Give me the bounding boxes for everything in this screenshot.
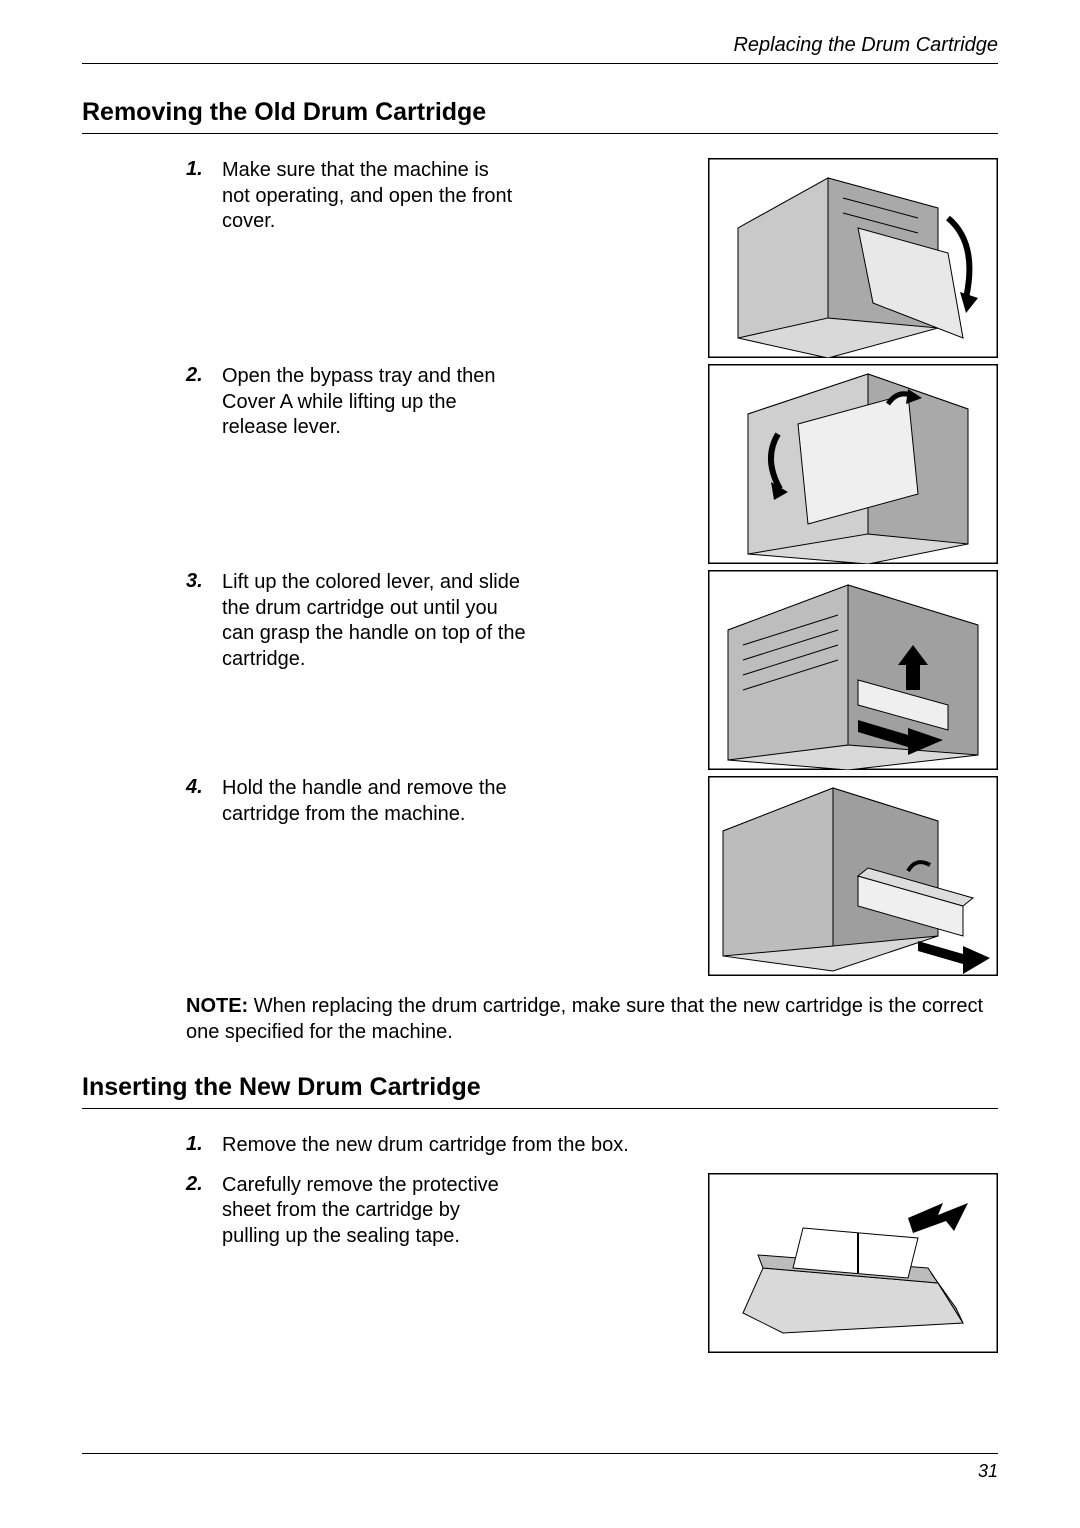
step-row: 1. Make sure that the machine is not ope… <box>186 158 998 358</box>
step-number: 1. <box>186 1133 212 1156</box>
step-text: Carefully remove the protective sheet fr… <box>222 1173 522 1250</box>
step-row: 4. Hold the handle and remove the cartri… <box>186 776 998 976</box>
note-block: NOTE: When replacing the drum cartridge,… <box>186 994 998 1045</box>
footer-rule <box>82 1453 998 1454</box>
step-row: 2. Open the bypass tray and then Cover A… <box>186 364 998 564</box>
note-label: NOTE: <box>186 995 248 1017</box>
step-number: 4. <box>186 776 212 799</box>
figure-5-remove-sheet <box>708 1173 998 1353</box>
section2-steps: 1. Remove the new drum cartridge from th… <box>82 1133 998 1353</box>
step-number: 3. <box>186 570 212 593</box>
figure-1-printer-open-front <box>708 158 998 358</box>
step-text: Lift up the colored lever, and slide the… <box>222 570 532 672</box>
step-row: 3. Lift up the colored lever, and slide … <box>186 570 998 770</box>
step-number: 2. <box>186 364 212 387</box>
section1-steps: 1. Make sure that the machine is not ope… <box>82 158 998 1045</box>
figure-2-bypass-cover-a <box>708 364 998 564</box>
section2-title: Inserting the New Drum Cartridge <box>82 1073 998 1109</box>
page-number: 31 <box>978 1461 998 1482</box>
step-text: Hold the handle and remove the cartridge… <box>222 776 532 827</box>
figure-3-lift-lever <box>708 570 998 770</box>
step-number: 1. <box>186 158 212 181</box>
step-text: Remove the new drum cartridge from the b… <box>222 1133 998 1159</box>
step-row: 1. Remove the new drum cartridge from th… <box>186 1133 998 1159</box>
step-row: 2. Carefully remove the protective sheet… <box>186 1173 998 1353</box>
note-text: When replacing the drum cartridge, make … <box>186 995 983 1043</box>
section1-title: Removing the Old Drum Cartridge <box>82 98 998 134</box>
step-text: Make sure that the machine is not operat… <box>222 158 522 235</box>
running-header: Replacing the Drum Cartridge <box>82 34 998 64</box>
figure-4-remove-cartridge <box>708 776 998 976</box>
step-number: 2. <box>186 1173 212 1196</box>
step-text: Open the bypass tray and then Cover A wh… <box>222 364 522 441</box>
